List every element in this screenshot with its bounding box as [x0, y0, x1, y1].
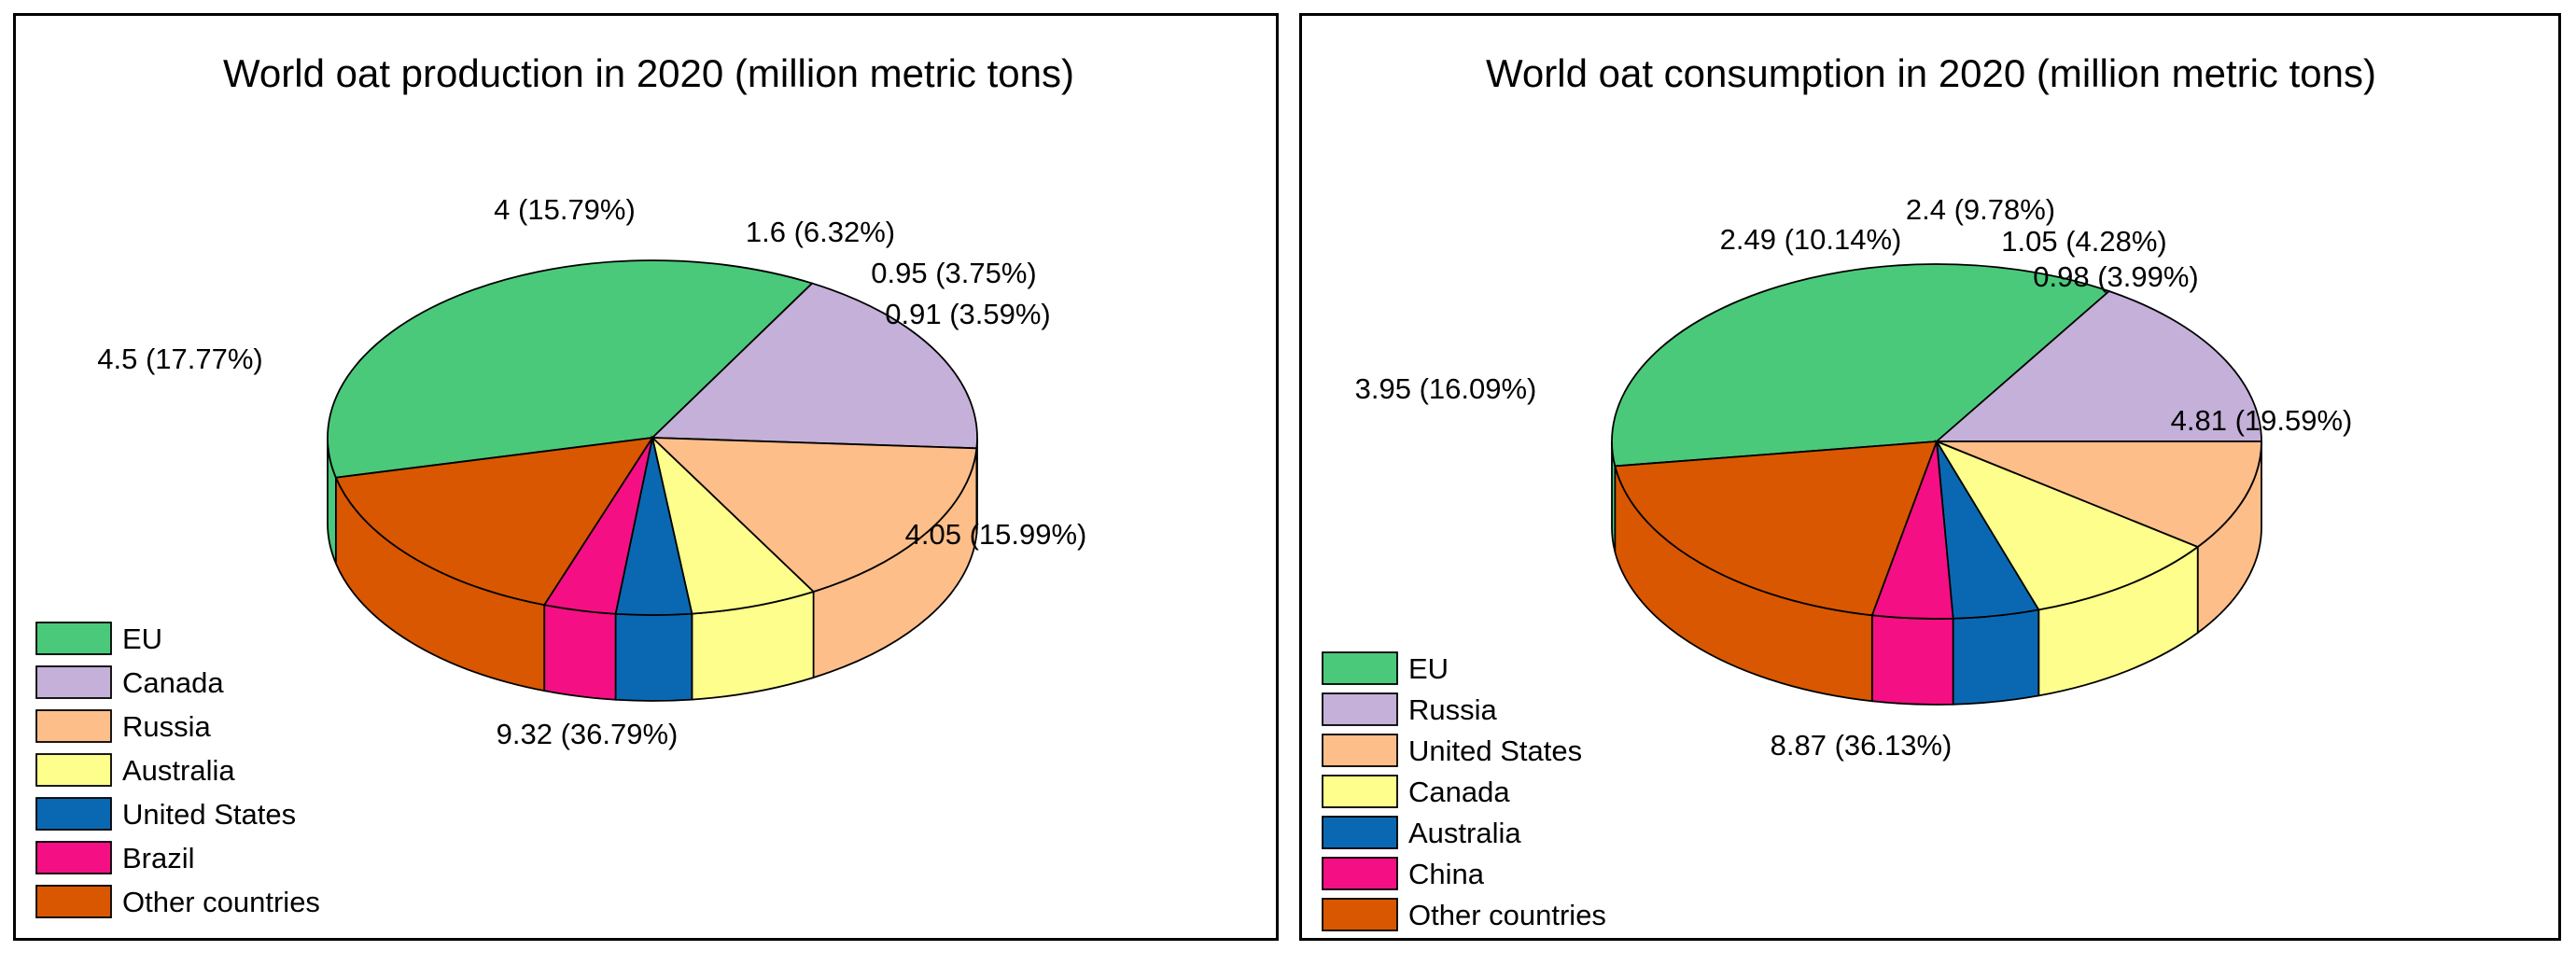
production-legend-label-australia: Australia	[122, 754, 235, 787]
consumption-legend-swatch-australia	[1322, 816, 1398, 849]
production-data-label-brazil: 0.91 (3.59%)	[885, 298, 1051, 330]
consumption-slice-side-china	[1870, 614, 1954, 706]
consumption-legend-label-other-countries: Other countries	[1408, 899, 1606, 931]
production-legend-swatch-australia	[35, 753, 112, 787]
production-legend-swatch-russia	[35, 709, 112, 743]
consumption-legend-swatch-russia	[1322, 692, 1398, 726]
consumption-slice-other-countries	[1614, 440, 1939, 617]
consumption-data-label-china: 0.98 (3.99%)	[2033, 260, 2199, 293]
production-legend: EU Canada Russia Australia United States Braz…	[35, 622, 320, 918]
consumption-data-label-russia: 3.95 (16.09%)	[1355, 372, 1537, 405]
production-data-label-other-countries: 4.05 (15.99%)	[905, 518, 1087, 551]
production-slice-eu	[327, 259, 814, 479]
consumption-data-label-canada: 2.4 (9.78%)	[1906, 193, 2055, 226]
consumption-legend-swatch-china	[1322, 857, 1398, 890]
consumption-legend-label-australia: Australia	[1408, 817, 1521, 849]
consumption-data-label-eu: 8.87 (36.13%)	[1771, 729, 1953, 762]
production-slice-canada	[650, 282, 978, 450]
production-data-label-russia: 4 (15.79%)	[494, 193, 636, 226]
production-legend-swatch-eu	[35, 622, 112, 655]
consumption-slice-united-states	[1936, 441, 2262, 549]
production-pie-top	[327, 259, 978, 616]
consumption-legend-label-united-states: United States	[1408, 734, 1582, 767]
production-legend-swatch-other-countries	[35, 885, 112, 918]
consumption-data-label-other-countries: 4.81 (19.59%)	[2171, 404, 2353, 437]
consumption-legend: EU Russia United States Canada Australia Chin…	[1322, 651, 1606, 931]
consumption-pie-sides	[1611, 441, 2262, 706]
production-chart-title: World oat production in 2020 (million me…	[223, 51, 1074, 95]
consumption-data-label-australia: 1.05 (4.28%)	[2001, 225, 2167, 258]
production-slice-side-united-states	[614, 612, 693, 702]
consumption-slice-russia	[1934, 289, 2262, 442]
production-legend-swatch-united-states	[35, 797, 112, 831]
consumption-chart-title: World oat consumption in 2020 (million m…	[1486, 51, 2376, 95]
consumption-chart-panel: World oat consumption in 2020 (million m…	[1299, 13, 2561, 941]
production-chart-panel: World oat production in 2020 (million me…	[13, 13, 1279, 941]
consumption-legend-label-eu: EU	[1408, 652, 1449, 685]
consumption-slice-side-australia	[1952, 608, 2040, 706]
consumption-legend-label-canada: Canada	[1408, 776, 1510, 808]
production-slice-other-countries	[334, 436, 654, 607]
production-legend-label-brazil: Brazil	[122, 842, 195, 874]
consumption-slice-eu	[1611, 263, 2111, 468]
consumption-slice-canada	[1934, 440, 2200, 611]
consumption-pie-top	[1611, 263, 2262, 620]
production-slice-australia	[651, 435, 816, 615]
production-legend-label-eu: EU	[122, 622, 162, 655]
consumption-legend-swatch-canada	[1322, 775, 1398, 808]
consumption-legend-swatch-eu	[1322, 651, 1398, 685]
consumption-legend-label-russia: Russia	[1408, 693, 1498, 726]
consumption-legend-label-china: China	[1408, 858, 1485, 890]
production-data-label-australia: 1.6 (6.32%)	[746, 216, 895, 248]
production-legend-swatch-canada	[35, 665, 112, 699]
production-data-label-united-states: 0.95 (3.75%)	[871, 257, 1037, 289]
consumption-pie-chart: World oat consumption in 2020 (million m…	[1322, 51, 2376, 931]
production-legend-label-russia: Russia	[122, 710, 212, 743]
production-legend-label-united-states: United States	[122, 798, 296, 831]
production-legend-label-other-countries: Other countries	[122, 886, 320, 918]
production-pie-chart: World oat production in 2020 (million me…	[35, 51, 1087, 918]
consumption-data-label-united-states: 2.49 (10.14%)	[1720, 223, 1902, 256]
production-slice-side-brazil	[543, 604, 617, 701]
production-data-label-canada: 4.5 (17.77%)	[97, 343, 263, 375]
production-legend-label-canada: Canada	[122, 666, 224, 699]
consumption-legend-swatch-other-countries	[1322, 898, 1398, 931]
production-legend-swatch-brazil	[35, 841, 112, 874]
production-data-label-eu: 9.32 (36.79%)	[497, 718, 679, 750]
production-slice-russia	[650, 437, 978, 593]
consumption-legend-swatch-united-states	[1322, 734, 1398, 767]
